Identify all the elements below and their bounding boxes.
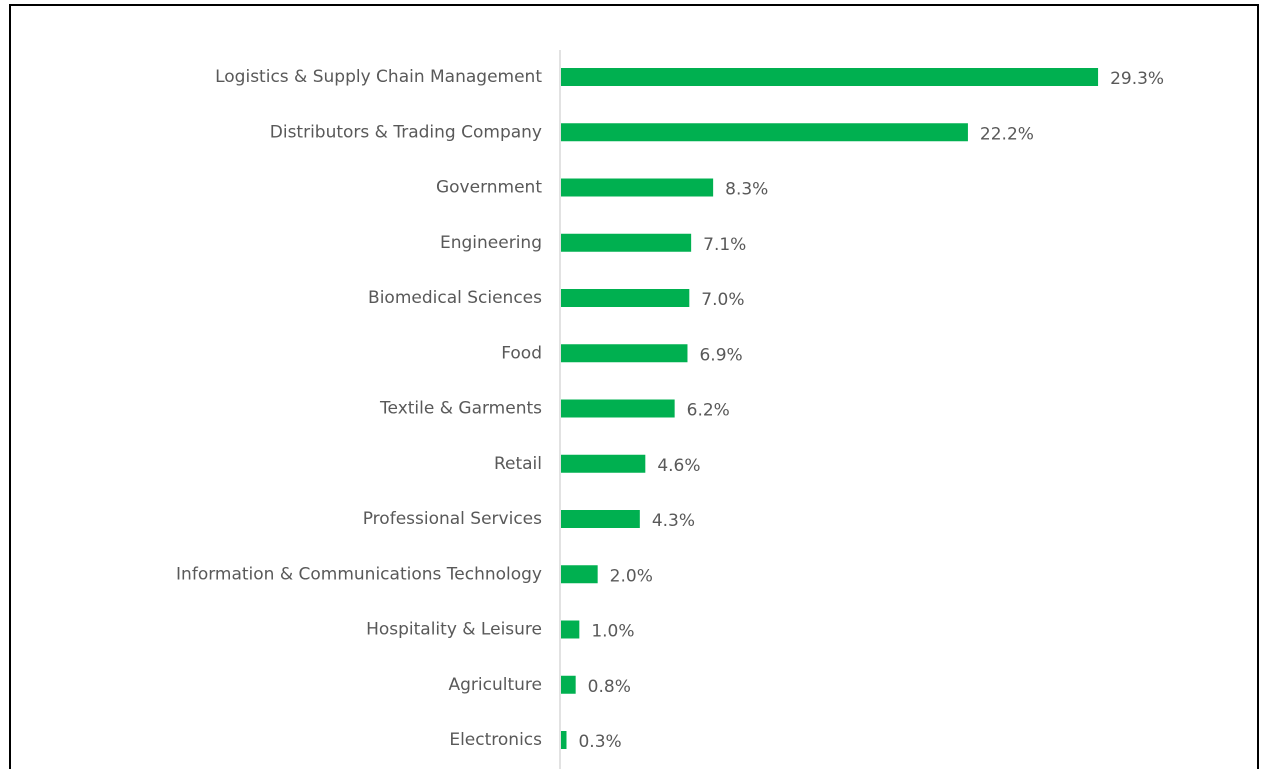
category-label: Engineering [440, 233, 542, 253]
value-label: 8.3% [725, 180, 768, 200]
category-label: Electronics [449, 730, 542, 750]
bar [561, 344, 688, 363]
bar [561, 510, 640, 528]
value-label: 1.0% [591, 622, 634, 642]
category-label: Hospitality & Leisure [366, 620, 542, 640]
bar [561, 178, 714, 197]
value-label: 0.3% [578, 732, 621, 752]
value-label: 0.8% [588, 677, 631, 697]
bar [561, 675, 576, 694]
value-label: 4.6% [657, 456, 700, 476]
bar [561, 454, 646, 473]
bar [561, 233, 692, 252]
category-label: Professional Services [363, 509, 542, 529]
value-label: 29.3% [1110, 69, 1164, 89]
bar [561, 289, 690, 307]
bar [561, 68, 1099, 86]
value-label: 6.2% [687, 401, 730, 421]
category-label: Food [501, 343, 542, 363]
value-label: 22.2% [980, 124, 1034, 144]
category-label: Logistics & Supply Chain Management [215, 67, 542, 87]
value-label: 7.1% [703, 235, 746, 255]
bar [561, 565, 598, 584]
value-label: 7.0% [701, 290, 744, 310]
category-label: Agriculture [449, 675, 543, 695]
bar [561, 123, 968, 142]
frame [9, 4, 1259, 769]
bar [561, 731, 567, 749]
bar [561, 399, 675, 418]
bar [561, 620, 580, 639]
category-label: Textile & Garments [379, 399, 542, 419]
category-label: Information & Communications Technology [176, 564, 542, 584]
category-label: Government [436, 178, 542, 198]
value-label: 2.0% [610, 566, 653, 586]
value-label: 6.9% [699, 345, 742, 365]
category-label: Retail [494, 454, 542, 474]
category-label: Distributors & Trading Company [270, 122, 542, 142]
value-label: 4.3% [652, 511, 695, 531]
category-label: Biomedical Sciences [368, 288, 542, 308]
